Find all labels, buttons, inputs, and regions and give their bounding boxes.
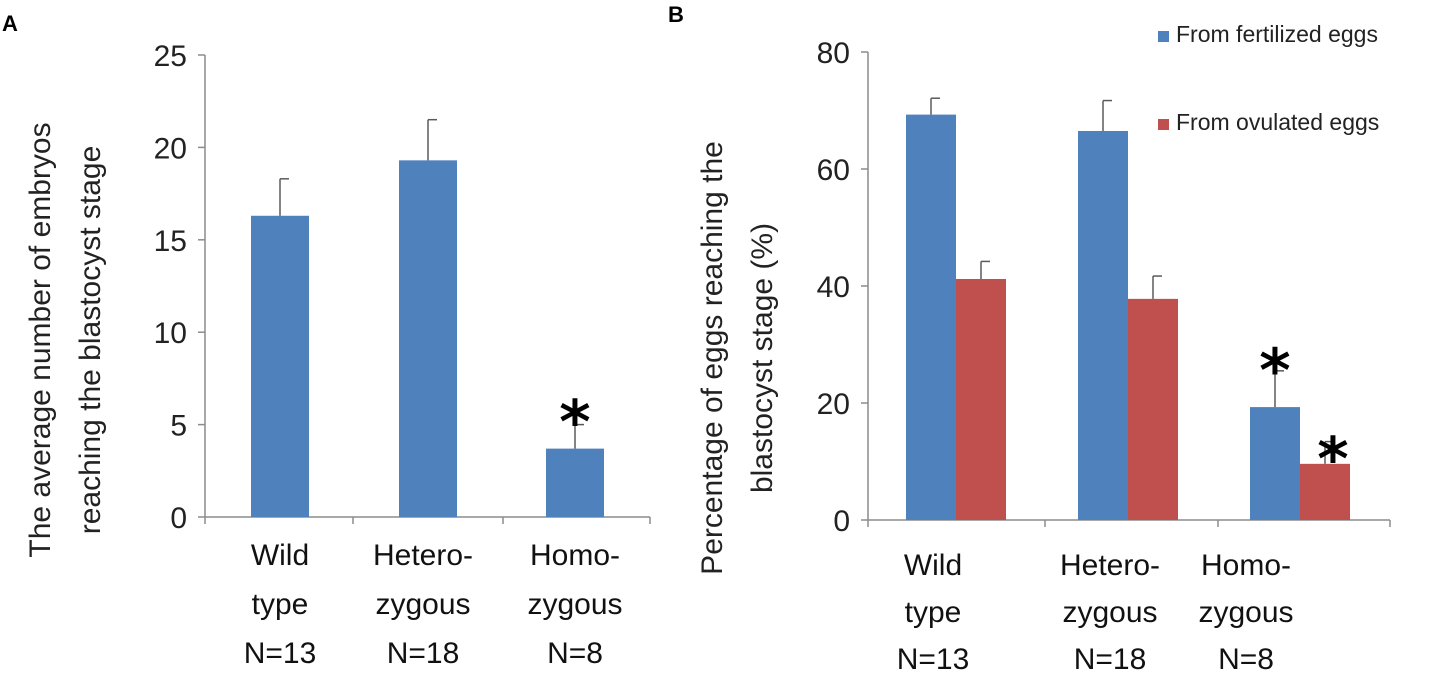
panel-a-letter: A [2, 11, 18, 36]
panel-a-significance-star: * [559, 388, 590, 458]
panel-b: B Percentage of eggs reaching the blasto… [668, 2, 1391, 676]
panel-a-category-label: N=13 [244, 637, 317, 670]
panel-b-y-tick-label: 0 [833, 505, 850, 538]
panel-b-y-tick-label: 60 [817, 154, 850, 187]
panel-b-letter: B [668, 2, 684, 27]
panel-a-y-tick-label: 15 [154, 225, 187, 258]
panel-b-bar-series1-cat2 [1078, 130, 1128, 520]
panel-a-category-label: Hetero- [373, 539, 473, 572]
panel-b-bar-series2-cat1 [956, 278, 1006, 520]
panel-b-y-tick-label: 80 [817, 37, 850, 70]
panel-a-category-label: zygous [375, 588, 470, 621]
panel-b-ylabel-line-1: Percentage of eggs reaching the [696, 141, 729, 575]
panel-a-y-tick-label: 10 [154, 317, 187, 350]
panel-a-y-tick-label: 0 [170, 502, 187, 535]
panel-b-legend-swatch [1158, 119, 1169, 130]
panel-a-category-label: Wild [251, 539, 309, 572]
panel-a: A The average number of embryos reaching… [2, 11, 651, 670]
panel-b-category-label: type [905, 596, 962, 629]
panel-b-category-label: Homo- [1201, 549, 1291, 582]
panel-b-category-label: Hetero- [1060, 549, 1160, 582]
panel-a-y-tick-label: 5 [170, 410, 187, 443]
panel-b-category-label: N=8 [1218, 643, 1274, 676]
panel-b-bar-series1-cat1 [906, 114, 956, 520]
panel-a-category-label: Homo- [530, 539, 620, 572]
panel-a-bar-series1-cat3 [546, 448, 604, 517]
panel-b-bar-series1-cat3 [1250, 407, 1300, 520]
panel-a-ylabel-line-2: reaching the blastocyst stage [74, 146, 107, 535]
panel-b-legend-swatch [1158, 31, 1169, 42]
panel-b-significance-star: * [1317, 425, 1348, 495]
panel-b-category-label: N=18 [1074, 643, 1147, 676]
panel-b-category-label: zygous [1198, 596, 1293, 629]
panel-a-y-tick-label: 25 [154, 40, 187, 73]
panel-b-bar-series2-cat3 [1300, 463, 1350, 520]
panel-b-legend-label: From ovulated eggs [1176, 109, 1379, 135]
panel-b-plot: 0 20 40 60 80 Wild type N=13 Hetero-zygous N=18 Ho… [817, 21, 1391, 676]
panel-b-category-label: N=13 [897, 643, 970, 676]
panel-a-category-label: type [252, 588, 309, 621]
panel-a-plot: 0 5 10 15 20 25 Wild type N=13 Hetero-zygous N=18 H… [154, 40, 651, 670]
panel-b-legend-label: From fertilized eggs [1176, 21, 1378, 47]
panel-b-significance-star: * [1259, 336, 1290, 406]
panel-a-category-label: N=8 [547, 637, 603, 670]
panel-b-bar-series2-cat2 [1128, 298, 1178, 520]
panel-b-ylabel-line-2: blastocyst stage (%) [746, 223, 779, 493]
panel-b-category-label: Wild [904, 549, 962, 582]
panel-b-y-tick-label: 40 [817, 271, 850, 304]
panel-a-bar-series1-cat2 [399, 160, 457, 517]
panel-a-category-label: N=18 [387, 637, 460, 670]
panel-a-bar-series1-cat1 [251, 215, 309, 517]
panel-a-y-tick-label: 20 [154, 132, 187, 165]
panel-a-ylabel-line-1: The average number of embryos [24, 122, 57, 557]
panel-b-category-label: zygous [1062, 596, 1157, 629]
panel-b-y-tick-label: 20 [817, 388, 850, 421]
panel-a-category-label: zygous [527, 588, 622, 621]
